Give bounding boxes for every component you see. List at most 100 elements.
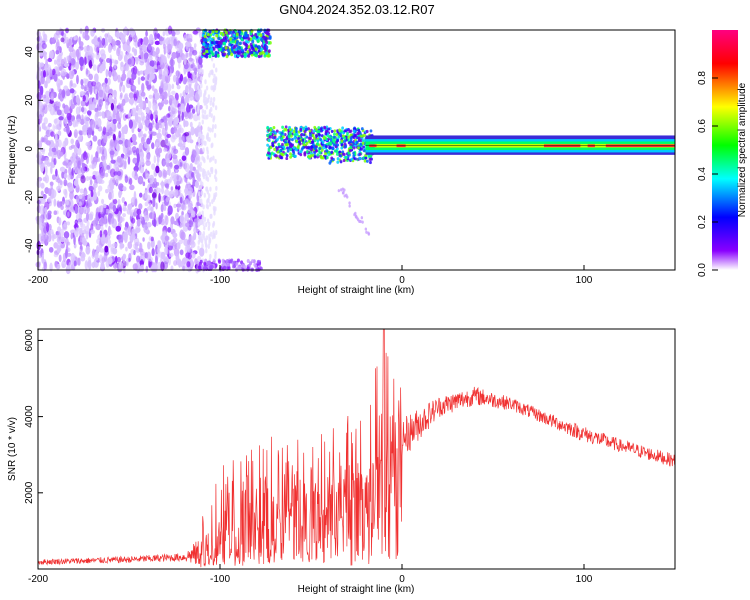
heatmap-cell	[293, 136, 297, 140]
heatmap-cell	[194, 67, 198, 75]
heatmap-cell	[41, 43, 47, 49]
heatmap-cell	[163, 120, 167, 127]
heatmap-cell	[58, 116, 64, 121]
heatmap-cell	[331, 146, 335, 151]
heatmap-cell	[63, 85, 69, 92]
heatmap-cell	[236, 258, 240, 263]
heatmap-cell	[254, 53, 258, 58]
heatmap-cell	[249, 261, 253, 266]
heatmap-cell	[124, 64, 130, 72]
colorbar-label: Normalized spectral amplitude	[737, 82, 748, 217]
heatmap-cell	[280, 131, 284, 135]
heatmap-cell	[47, 122, 52, 128]
heatmap-cell	[56, 177, 61, 184]
heatmap-cell	[151, 218, 157, 227]
heatmap-cell	[104, 84, 110, 93]
heatmap-cell	[156, 240, 161, 250]
heatmap-cell	[43, 33, 48, 41]
heatmap-cell	[267, 41, 271, 45]
heatmap-cell	[172, 134, 178, 140]
heatmap-cell	[348, 129, 352, 134]
heatmap-cell	[85, 230, 89, 240]
heatmap-cell	[116, 256, 122, 263]
heatmap-cell	[195, 173, 201, 180]
heatmap-cell	[343, 139, 347, 143]
heatmap-cell	[154, 92, 160, 100]
heatmap-cell	[91, 123, 95, 132]
heatmap-cell	[363, 133, 366, 137]
heatmap-cell	[67, 211, 70, 218]
heatmap-cell	[191, 252, 196, 259]
heatmap-cell	[173, 38, 177, 47]
heatmap-cell	[104, 245, 109, 253]
heatmap-cell	[70, 144, 76, 149]
heatmap-cell	[169, 58, 175, 67]
heatmap-cell	[138, 122, 143, 130]
heatmap-cell	[335, 152, 339, 156]
heatmap-cell	[168, 94, 174, 102]
heatmap-cell	[171, 83, 175, 90]
heatmap-cell	[80, 84, 85, 90]
heatmap-cell	[165, 215, 169, 226]
heatmap-cell	[127, 203, 133, 211]
heatmap-cell	[165, 37, 171, 46]
heatmap-cell	[65, 248, 68, 259]
heatmap-cell	[151, 120, 155, 125]
heatmap-cell	[107, 77, 111, 86]
x-tick-label: -100	[210, 275, 230, 286]
heatmap-cell	[139, 213, 142, 219]
heatmap-cell	[162, 232, 166, 239]
heatmap-cell	[82, 151, 88, 161]
heatmap-cell	[259, 47, 263, 52]
heatmap-cell	[82, 31, 86, 39]
heatmap-cell	[91, 261, 96, 269]
heatmap-cell	[158, 214, 162, 220]
heatmap-cell	[207, 197, 210, 203]
heatmap-cell	[183, 34, 188, 42]
heatmap-cell	[330, 129, 334, 134]
heatmap-cell	[325, 149, 329, 153]
heatmap-cell	[190, 126, 195, 136]
heatmap-cell	[347, 141, 351, 145]
heatmap-cell	[144, 201, 149, 207]
heatmap-cell	[108, 229, 113, 236]
heatmap-cell	[132, 34, 138, 43]
heatmap-cell	[162, 31, 166, 37]
heatmap-cell	[132, 141, 138, 146]
heatmap-cell	[347, 151, 351, 155]
heatmap-cell	[273, 135, 277, 139]
heatmap-cell	[106, 110, 112, 121]
heatmap-cell	[104, 77, 108, 85]
heatmap-cell	[128, 119, 134, 129]
heatmap-cell	[268, 36, 272, 40]
heatmap-cell	[78, 201, 82, 207]
heatmap-cell	[119, 50, 124, 60]
heatmap-cell	[256, 39, 260, 44]
heatmap-cell	[133, 249, 136, 256]
heatmap-cell	[204, 239, 207, 245]
heatmap-cell	[61, 31, 64, 37]
heatmap-cell	[353, 134, 357, 138]
heatmap-cell	[204, 258, 208, 263]
heatmap-cell	[282, 150, 285, 154]
heatmap-cell	[128, 78, 134, 86]
heatmap-cell	[312, 136, 316, 140]
heatmap-cell	[47, 188, 52, 197]
heatmap-cell	[66, 221, 71, 226]
heatmap-cell	[194, 180, 200, 189]
heatmap-cell	[65, 199, 69, 206]
heatmap-cell	[153, 177, 157, 185]
heatmap-cell	[58, 254, 62, 262]
heatmap-cell	[97, 117, 102, 128]
heatmap-cell	[162, 169, 167, 178]
heatmap-cell	[218, 47, 222, 52]
heatmap-cell	[122, 213, 126, 218]
heatmap-cell	[198, 142, 201, 148]
heatmap-cell	[322, 136, 326, 140]
heatmap-cell	[127, 139, 131, 148]
colorbar-bar	[712, 30, 738, 270]
heatmap-cell	[145, 114, 151, 121]
heatmap-cell	[52, 124, 56, 133]
heatmap-cell	[169, 176, 173, 183]
heatmap-cell	[369, 154, 373, 158]
